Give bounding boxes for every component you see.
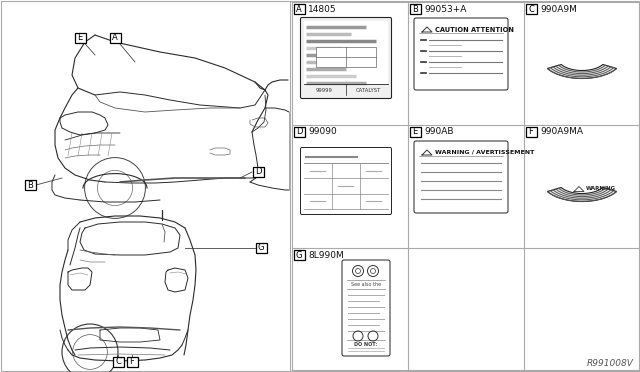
Text: B: B	[412, 4, 418, 13]
Text: 99999: 99999	[316, 87, 332, 93]
Text: 99053+A: 99053+A	[424, 4, 467, 13]
FancyBboxPatch shape	[414, 18, 508, 90]
PathPatch shape	[547, 187, 617, 202]
Text: C: C	[528, 4, 534, 13]
Bar	[109, 33, 120, 43]
Text: See also the: See also the	[351, 282, 381, 286]
Text: E: E	[77, 33, 83, 42]
Bar	[127, 357, 138, 367]
Text: WARNING / AVERTISSEMENT: WARNING / AVERTISSEMENT	[435, 150, 534, 155]
Bar	[294, 4, 305, 14]
Text: F: F	[129, 357, 134, 366]
FancyBboxPatch shape	[301, 17, 392, 99]
Bar	[294, 127, 305, 137]
Bar	[410, 127, 420, 137]
Text: D: D	[255, 167, 261, 176]
FancyBboxPatch shape	[301, 148, 392, 215]
Bar	[253, 167, 264, 177]
Text: R991008V: R991008V	[587, 359, 634, 369]
Text: G: G	[258, 244, 264, 253]
Text: B: B	[27, 180, 33, 189]
Bar	[294, 250, 305, 260]
Text: 8L990M: 8L990M	[308, 250, 344, 260]
FancyBboxPatch shape	[342, 260, 390, 356]
Text: 990A9M: 990A9M	[540, 4, 577, 13]
Text: C: C	[115, 357, 121, 366]
Text: A: A	[112, 33, 118, 42]
Text: G: G	[296, 250, 302, 260]
PathPatch shape	[547, 64, 617, 78]
Text: CAUTION ATTENTION: CAUTION ATTENTION	[435, 26, 514, 32]
Text: F: F	[529, 128, 533, 137]
Bar	[74, 33, 86, 43]
Text: WARNING: WARNING	[586, 186, 616, 192]
Bar	[113, 357, 124, 367]
Bar	[525, 4, 536, 14]
Text: 99090: 99090	[308, 128, 337, 137]
Text: 14805: 14805	[308, 4, 337, 13]
Text: DO NOT:: DO NOT:	[355, 341, 378, 346]
Text: CATALYST: CATALYST	[355, 87, 381, 93]
Bar	[410, 4, 420, 14]
Text: 990A9MA: 990A9MA	[540, 128, 583, 137]
Text: 990AB: 990AB	[424, 128, 454, 137]
Bar	[24, 180, 35, 190]
Bar	[304, 21, 388, 84]
Bar	[525, 127, 536, 137]
Bar	[255, 243, 266, 253]
Text: A: A	[296, 4, 302, 13]
Text: D: D	[296, 128, 302, 137]
Bar	[316, 47, 376, 67]
FancyBboxPatch shape	[414, 141, 508, 213]
Text: E: E	[412, 128, 418, 137]
